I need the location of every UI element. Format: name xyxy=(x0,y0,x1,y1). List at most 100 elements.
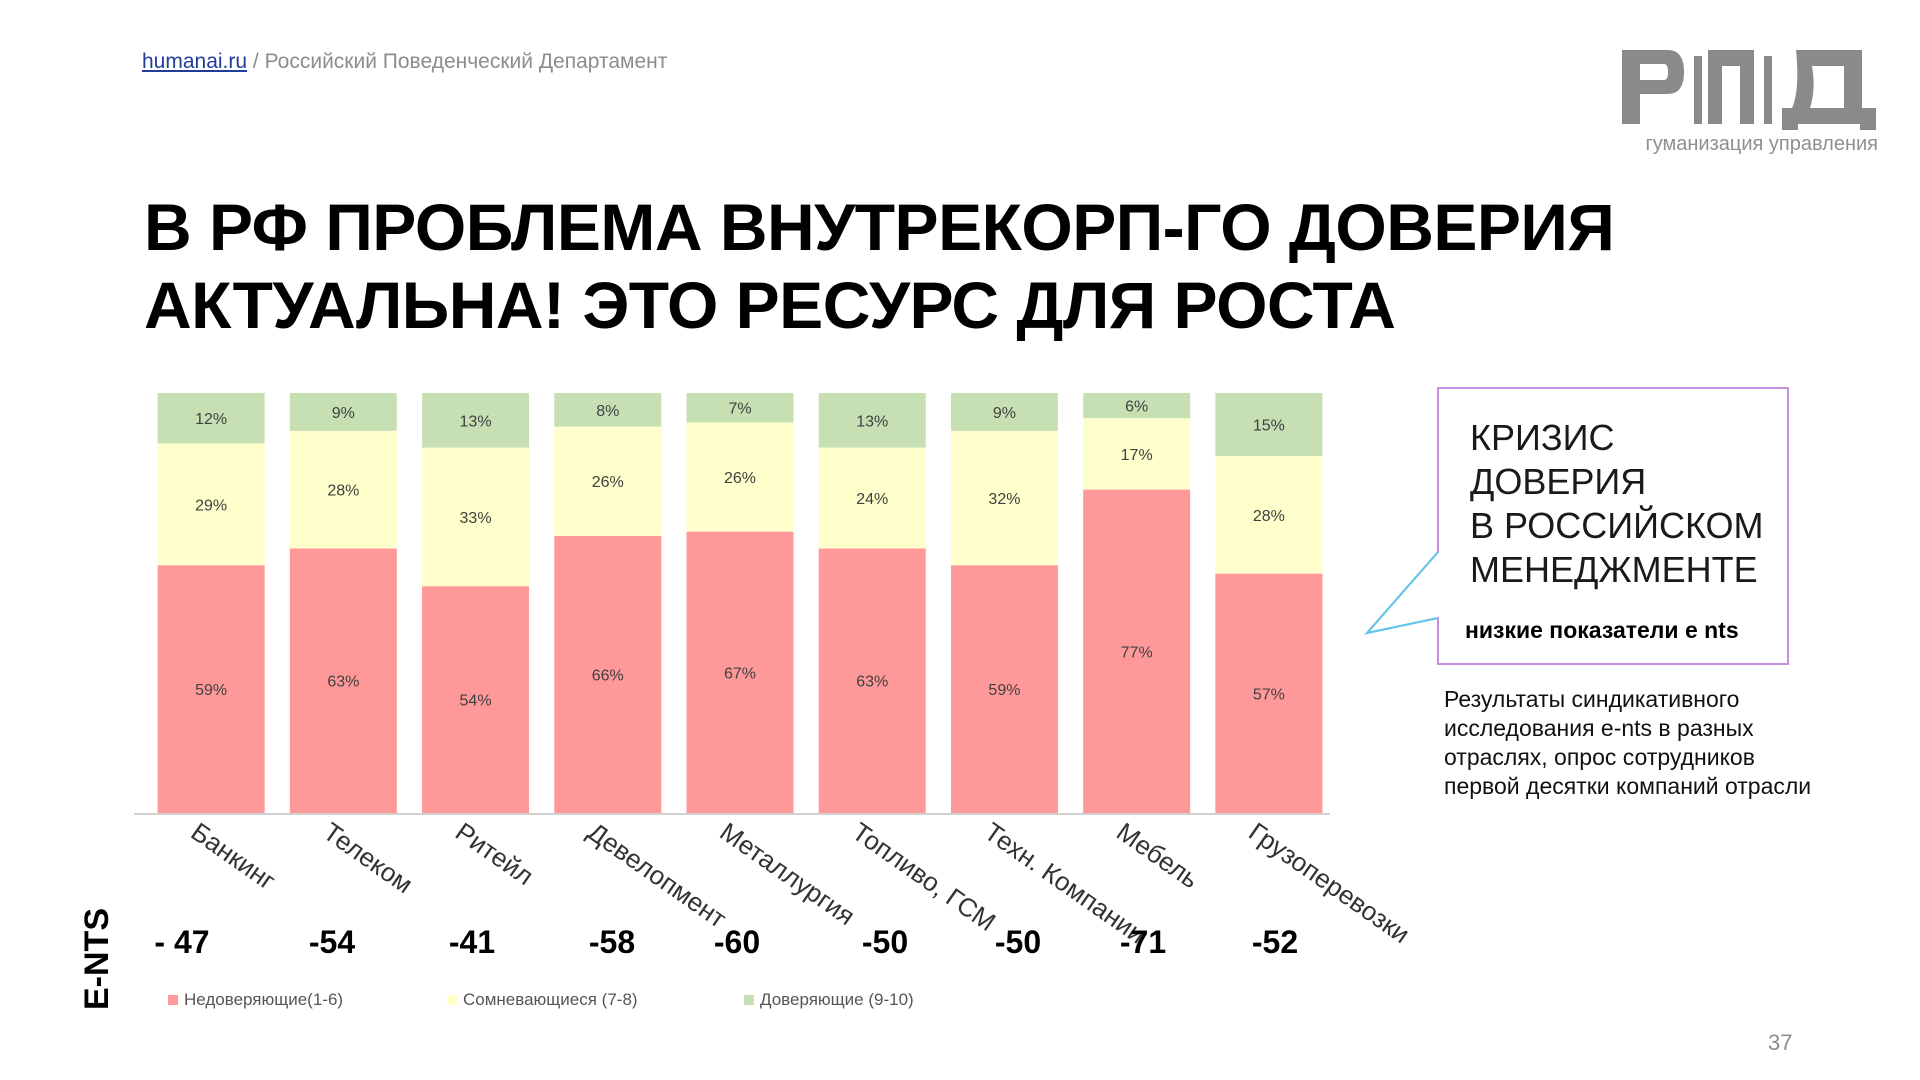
bar-segment xyxy=(818,447,926,549)
category-label: Мебель xyxy=(1111,816,1204,894)
data-label: 8% xyxy=(596,403,619,420)
data-label: 63% xyxy=(856,674,888,691)
ents-value: - 47 xyxy=(154,924,210,960)
header-separator: / xyxy=(247,50,265,73)
category-label: Банкинг xyxy=(186,816,282,895)
title-line-1: В РФ ПРОБЛЕМА ВНУТРЕКОРП-ГО ДОВЕРИЯ xyxy=(144,190,1615,264)
ents-value: -58 xyxy=(588,924,636,960)
ents-value: -71 xyxy=(1119,924,1167,960)
legend-item: Доверяющие (9-10) xyxy=(744,990,914,1010)
legend-item: Недоверяющие(1-6) xyxy=(168,990,343,1010)
data-label: 26% xyxy=(724,470,756,487)
legend-label: Сомневающиеся (7-8) xyxy=(463,990,638,1009)
bar-segment xyxy=(1083,418,1191,490)
data-label: 6% xyxy=(1125,399,1148,416)
data-label: 59% xyxy=(195,682,227,699)
data-label: 33% xyxy=(460,510,492,527)
data-label: 32% xyxy=(988,491,1020,508)
logo: гуманизация управления xyxy=(1622,50,1878,160)
bar-segment xyxy=(1083,489,1191,813)
category-label: Телеком xyxy=(318,816,418,899)
bar-segment xyxy=(818,393,926,448)
bar-segment xyxy=(422,447,530,587)
callout-line: ДОВЕРИЯ xyxy=(1470,461,1647,502)
bar-segment xyxy=(157,565,265,813)
data-label: 13% xyxy=(856,413,888,430)
callout-title: КРИЗИС ДОВЕРИЯ В РОССИЙСКОМ МЕНЕДЖМЕНТЕ xyxy=(1470,416,1764,592)
bar-segment xyxy=(289,430,397,549)
bar-segment xyxy=(950,430,1058,566)
data-label: 9% xyxy=(332,405,355,422)
ents-value: -50 xyxy=(861,924,909,960)
title-line-2: АКТУАЛЬНА! ЭТО РЕСУРС ДЛЯ РОСТА xyxy=(144,268,1396,342)
bar-segment xyxy=(1083,393,1191,419)
category-label: Топливо, ГСМ xyxy=(847,816,1001,937)
data-label: 57% xyxy=(1253,686,1285,703)
data-label: 63% xyxy=(327,674,359,691)
logo-mark-icon xyxy=(1622,50,1876,130)
bar-segment xyxy=(554,426,662,536)
site-link[interactable]: humanai.ru xyxy=(142,50,248,73)
callout-line: В РОССИЙСКОМ xyxy=(1470,505,1764,546)
bar-segment xyxy=(950,393,1058,431)
data-label: 77% xyxy=(1121,644,1153,661)
category-label: Ритейл xyxy=(450,816,539,891)
legend-swatch xyxy=(447,995,457,1005)
data-label: 28% xyxy=(1253,508,1285,525)
legend-label: Недоверяющие(1-6) xyxy=(184,990,344,1009)
study-note: Результаты синдикативного исследования e… xyxy=(1444,686,1812,799)
category-label: Металлургия xyxy=(715,816,861,931)
bar-segment xyxy=(1215,456,1323,574)
callout-subtitle: низкие показатели e nts xyxy=(1465,617,1739,643)
bar-segment xyxy=(422,586,530,813)
ents-value: -50 xyxy=(994,924,1042,960)
bar-segment xyxy=(686,422,794,532)
page-number: 37 xyxy=(1768,1030,1793,1055)
ents-value: -60 xyxy=(713,924,761,960)
department-name: Российский Поведенческий Департамент xyxy=(264,50,668,73)
callout-line: КРИЗИС xyxy=(1470,417,1615,458)
category-label: Девелопмент xyxy=(582,816,732,933)
data-label: 13% xyxy=(460,413,492,430)
data-label: 24% xyxy=(856,491,888,508)
data-label: 15% xyxy=(1253,418,1285,435)
ents-value: -52 xyxy=(1251,924,1299,960)
legend-swatch xyxy=(168,995,178,1005)
bar-segment xyxy=(686,531,794,813)
data-label: 7% xyxy=(728,401,751,418)
bar-segment xyxy=(554,535,662,813)
data-label: 66% xyxy=(592,667,624,684)
data-label: 54% xyxy=(460,693,492,710)
data-label: 59% xyxy=(988,682,1020,699)
callout-line: МЕНЕДЖМЕНТЕ xyxy=(1470,549,1758,590)
ents-value: -54 xyxy=(308,924,356,960)
chart-legend: Недоверяющие(1-6) Сомневающиеся (7-8) Дове… xyxy=(0,990,1920,1014)
bar-segment xyxy=(818,548,926,813)
data-label: 67% xyxy=(724,665,756,682)
legend-item: Сомневающиеся (7-8) xyxy=(447,990,638,1010)
bar-segment xyxy=(554,393,662,427)
data-label: 29% xyxy=(195,497,227,514)
data-label: 12% xyxy=(195,411,227,428)
bar-segment xyxy=(686,393,794,423)
data-label: 9% xyxy=(993,405,1016,422)
bar-segment xyxy=(289,548,397,813)
bar-segment xyxy=(157,443,265,566)
data-label: 26% xyxy=(592,474,624,491)
data-label: 17% xyxy=(1121,447,1153,464)
bar-segment xyxy=(950,565,1058,813)
legend-swatch xyxy=(744,995,754,1005)
data-label: 28% xyxy=(327,483,359,500)
logo-tagline: гуманизация управления xyxy=(1645,133,1878,155)
bar-segment xyxy=(422,393,530,448)
callout-pointer xyxy=(1364,551,1439,635)
ents-value: -41 xyxy=(448,924,496,960)
callout-box xyxy=(1364,387,1789,665)
bar-segment xyxy=(1215,393,1323,456)
bar-segment xyxy=(157,393,265,444)
bar-segment xyxy=(289,393,397,431)
header: humanai.ru / Российский Поведенческий Де… xyxy=(142,50,667,74)
bar-segment xyxy=(1215,573,1323,813)
legend-label: Доверяющие (9-10) xyxy=(760,990,914,1009)
